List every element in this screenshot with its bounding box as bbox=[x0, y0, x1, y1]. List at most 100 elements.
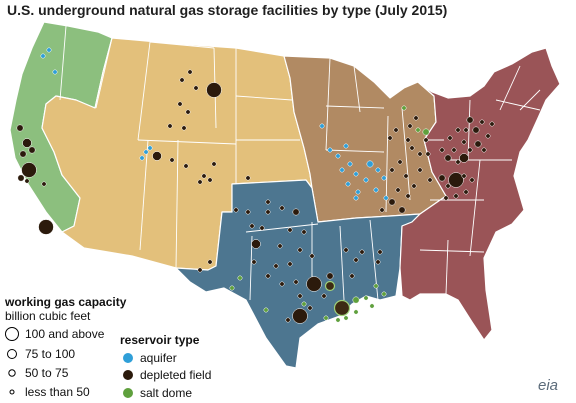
facility-depleted-field bbox=[461, 139, 467, 145]
state-border bbox=[445, 239, 449, 295]
facility-depleted-field bbox=[206, 82, 222, 98]
facility-depleted-field bbox=[425, 151, 431, 157]
type-item-salt-dome: salt dome bbox=[140, 386, 193, 400]
facility-aquifer bbox=[345, 181, 351, 187]
facility-depleted-field bbox=[259, 225, 265, 231]
facility-salt-dome bbox=[363, 295, 369, 301]
facility-aquifer bbox=[46, 47, 52, 53]
facility-depleted-field bbox=[251, 239, 261, 249]
facility-depleted-field bbox=[28, 146, 36, 154]
facility-depleted-field bbox=[197, 179, 203, 185]
facility-aquifer bbox=[375, 167, 381, 173]
facility-depleted-field bbox=[152, 151, 162, 161]
facility-aquifer bbox=[319, 123, 325, 129]
state-border bbox=[325, 105, 385, 109]
facility-depleted-field bbox=[285, 317, 291, 323]
state-border bbox=[469, 159, 481, 257]
facility-depleted-field bbox=[22, 138, 32, 148]
state-border bbox=[235, 95, 293, 101]
facility-depleted-field bbox=[306, 276, 322, 292]
facility-salt-dome bbox=[401, 105, 407, 111]
facility-depleted-field bbox=[411, 183, 417, 189]
facility-depleted-field bbox=[349, 273, 355, 279]
facility-depleted-field bbox=[463, 127, 469, 133]
facility-depleted-field bbox=[179, 77, 185, 83]
facility-depleted-field bbox=[388, 198, 396, 206]
capacity-marker-medium bbox=[8, 369, 16, 377]
facility-depleted-field bbox=[474, 140, 482, 148]
facility-depleted-field bbox=[321, 293, 327, 299]
facility-depleted-field bbox=[287, 227, 293, 233]
capacity-marker-large bbox=[5, 327, 19, 341]
facility-depleted-field bbox=[301, 229, 307, 235]
facility-salt-dome bbox=[229, 285, 235, 291]
capacity-item-less-50: less than 50 bbox=[25, 385, 90, 399]
state-border bbox=[95, 37, 113, 109]
facility-depleted-field bbox=[443, 195, 449, 201]
facility-salt-dome bbox=[422, 128, 430, 136]
facility-aquifer bbox=[40, 53, 46, 59]
facility-salt-dome bbox=[381, 291, 387, 297]
facility-depleted-field bbox=[167, 123, 173, 129]
regions bbox=[9, 21, 561, 369]
facility-depleted-field bbox=[469, 177, 475, 183]
type-legend-title: reservoir type bbox=[120, 333, 200, 347]
facility-depleted-field bbox=[21, 162, 37, 178]
facility-aquifer bbox=[383, 195, 389, 201]
facility-depleted-field bbox=[395, 187, 401, 193]
state-border bbox=[59, 25, 67, 101]
state-border bbox=[325, 57, 331, 151]
facility-depleted-field bbox=[466, 116, 474, 124]
facility-depleted-field bbox=[265, 209, 271, 215]
type-marker-salt-dome bbox=[123, 388, 133, 398]
eia-logo: eia bbox=[538, 377, 559, 394]
state-border bbox=[137, 139, 237, 145]
facility-depleted-field bbox=[409, 145, 415, 151]
facility-aquifer bbox=[347, 161, 353, 167]
facility-depleted-field bbox=[292, 308, 308, 324]
facility-depleted-field bbox=[249, 223, 255, 229]
facility-aquifer bbox=[143, 149, 149, 155]
facility-depleted-field bbox=[197, 267, 203, 273]
facility-depleted-field bbox=[16, 124, 24, 132]
type-item-aquifer: aquifer bbox=[140, 351, 177, 365]
facility-depleted-field bbox=[343, 247, 349, 253]
south-central-region bbox=[175, 179, 421, 369]
capacity-legend-subtitle: billion cubic feet bbox=[5, 309, 91, 323]
capacity-item-75-100: 75 to 100 bbox=[25, 347, 76, 361]
capacity-item-50-75: 50 to 75 bbox=[25, 366, 69, 380]
facility-depleted-field bbox=[19, 150, 27, 158]
facility-salt-dome bbox=[333, 299, 351, 317]
facility-depleted-field bbox=[245, 175, 251, 181]
facility-salt-dome bbox=[335, 317, 341, 323]
facility-depleted-field bbox=[393, 127, 399, 133]
facility-depleted-field bbox=[427, 177, 433, 183]
facility-aquifer bbox=[52, 69, 58, 75]
facility-salt-dome bbox=[323, 315, 329, 321]
facility-depleted-field bbox=[463, 189, 469, 195]
facility-depleted-field bbox=[403, 173, 409, 179]
facility-salt-dome bbox=[415, 127, 421, 133]
facility-depleted-field bbox=[398, 206, 406, 214]
facility-aquifer bbox=[381, 175, 387, 181]
facility-depleted-field bbox=[438, 174, 446, 182]
facility-depleted-field bbox=[279, 205, 285, 211]
facility-depleted-field bbox=[459, 153, 469, 163]
facility-depleted-field bbox=[17, 174, 25, 182]
facility-depleted-field bbox=[293, 279, 299, 285]
facility-depleted-field bbox=[265, 273, 271, 279]
facility-depleted-field bbox=[193, 85, 199, 91]
facility-aquifer bbox=[343, 143, 349, 149]
facility-depleted-field bbox=[479, 119, 485, 125]
facility-depleted-field bbox=[353, 257, 359, 263]
facility-depleted-field bbox=[481, 147, 487, 153]
facility-depleted-field bbox=[277, 243, 283, 249]
facility-depleted-field bbox=[407, 123, 413, 129]
state-border bbox=[419, 249, 485, 253]
facility-aquifer bbox=[353, 171, 359, 177]
facilities bbox=[16, 47, 495, 324]
facility-depleted-field bbox=[245, 209, 251, 215]
facility-depleted-field bbox=[489, 121, 495, 127]
state-border bbox=[175, 139, 179, 269]
facility-depleted-field bbox=[455, 127, 461, 133]
